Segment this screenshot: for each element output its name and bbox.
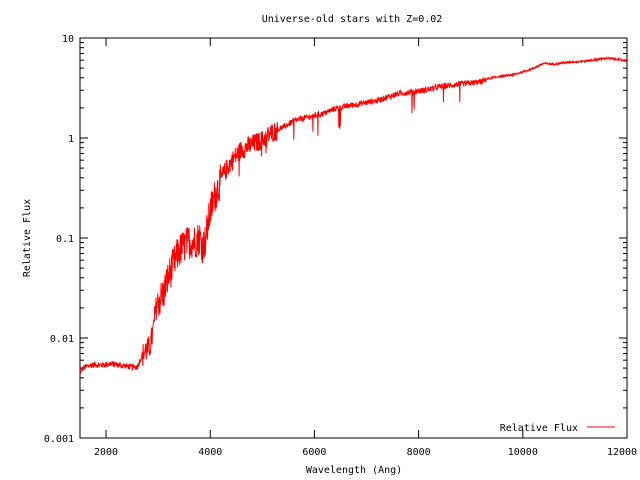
x-tick-labels: 2000 4000 6000 8000 10000 12000 xyxy=(94,447,637,458)
x-tick-label: 8000 xyxy=(407,447,431,458)
legend-label: Relative Flux xyxy=(500,423,578,434)
x-tick-label: 4000 xyxy=(198,447,222,458)
x-tick-label: 6000 xyxy=(302,447,326,458)
x-tick-label: 2000 xyxy=(94,447,118,458)
y-tick-label: 0.001 xyxy=(44,434,74,445)
series-layer xyxy=(79,55,628,374)
x-tick-label: 12000 xyxy=(607,447,637,458)
y-tick-label: 10 xyxy=(62,34,74,45)
legend: Relative Flux xyxy=(500,423,615,434)
series-line-1 xyxy=(79,55,628,374)
y-tick-label: 0.01 xyxy=(50,334,74,345)
x-axis-label: Wavelength (Ang) xyxy=(306,465,402,476)
x-tick-label: 10000 xyxy=(508,447,538,458)
y-tick-labels: 0.001 0.01 0.1 1 10 xyxy=(44,34,74,445)
y-axis-label: Relative Flux xyxy=(22,199,33,277)
y-tick-label: 0.1 xyxy=(56,234,74,245)
plot-frame xyxy=(79,37,628,439)
axis-ticks xyxy=(80,37,628,439)
y-tick-label: 1 xyxy=(68,134,74,145)
chart-title: Universe-old stars with Z=0.02 xyxy=(262,14,443,25)
